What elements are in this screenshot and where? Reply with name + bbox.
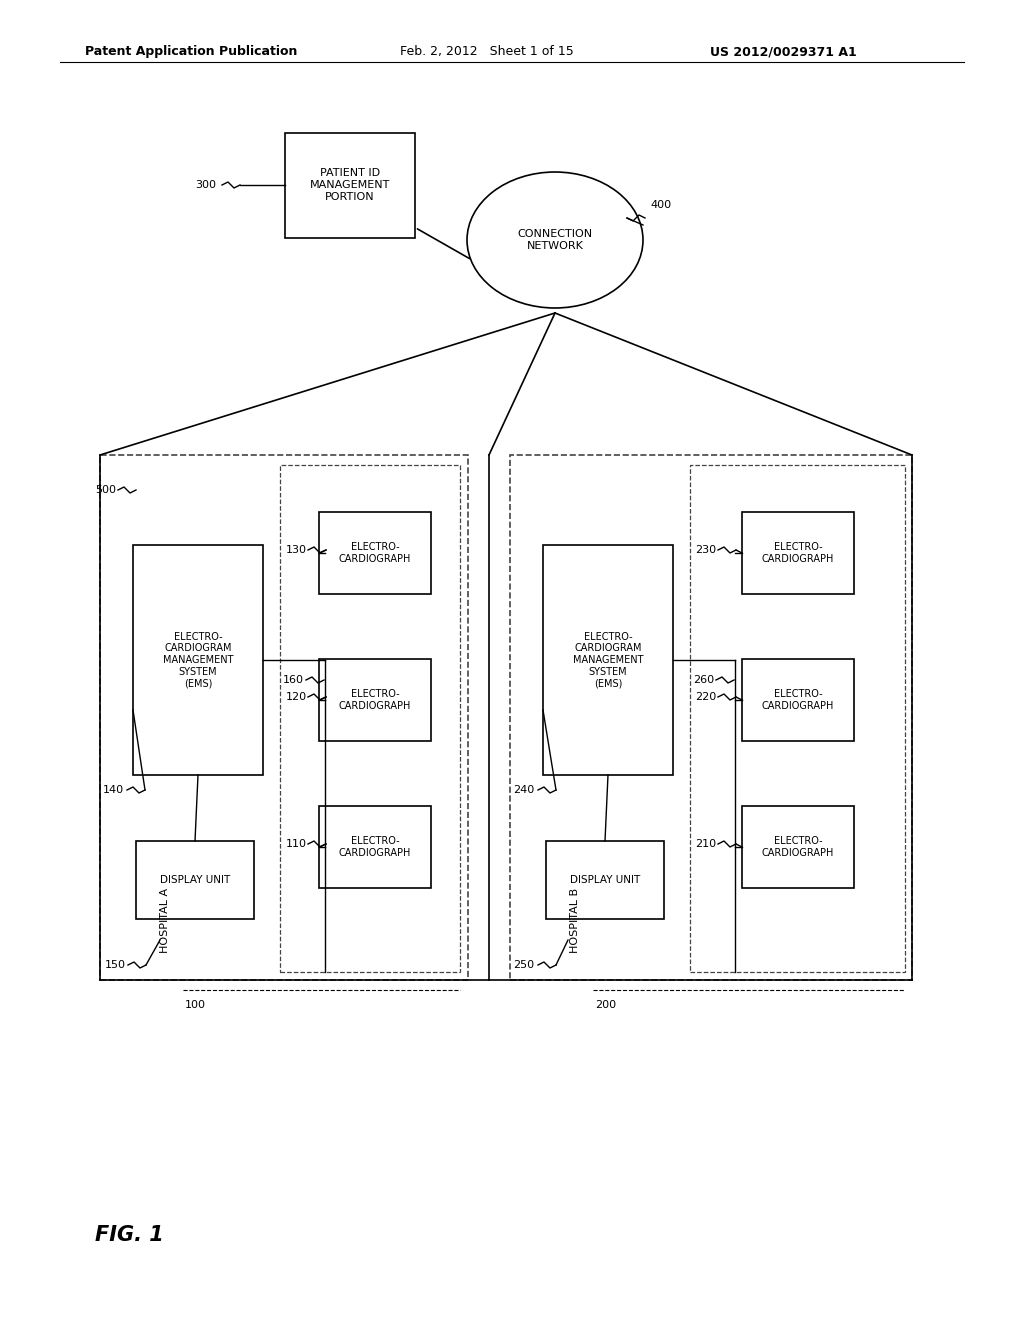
Text: ELECTRO-
CARDIOGRAM
MANAGEMENT
SYSTEM
(EMS): ELECTRO- CARDIOGRAM MANAGEMENT SYSTEM (E…	[163, 632, 233, 688]
Text: 300: 300	[195, 180, 216, 190]
Text: ELECTRO-
CARDIOGRAM
MANAGEMENT
SYSTEM
(EMS): ELECTRO- CARDIOGRAM MANAGEMENT SYSTEM (E…	[572, 632, 643, 688]
Bar	[319, 659, 431, 741]
Text: 140: 140	[103, 785, 124, 795]
Text: ELECTRO-
CARDIOGRAPH: ELECTRO- CARDIOGRAPH	[339, 689, 412, 710]
Text: PATIENT ID
MANAGEMENT
PORTION: PATIENT ID MANAGEMENT PORTION	[310, 169, 390, 202]
Bar	[742, 807, 854, 888]
Text: 260: 260	[693, 675, 714, 685]
Text: 150: 150	[105, 960, 126, 970]
Bar	[280, 465, 460, 972]
Text: 240: 240	[513, 785, 535, 795]
Text: 100: 100	[185, 1001, 206, 1010]
Text: CONNECTION
NETWORK: CONNECTION NETWORK	[517, 230, 593, 251]
Text: 200: 200	[595, 1001, 616, 1010]
Text: Patent Application Publication: Patent Application Publication	[85, 45, 297, 58]
Ellipse shape	[467, 172, 643, 308]
Bar	[742, 512, 854, 594]
Text: 110: 110	[286, 840, 307, 849]
Bar	[100, 455, 468, 979]
Text: Feb. 2, 2012   Sheet 1 of 15: Feb. 2, 2012 Sheet 1 of 15	[400, 45, 573, 58]
Bar	[742, 659, 854, 741]
Bar	[546, 841, 664, 919]
Text: ELECTRO-
CARDIOGRAPH: ELECTRO- CARDIOGRAPH	[762, 689, 835, 710]
Text: HOSPITAL A: HOSPITAL A	[160, 887, 170, 953]
Text: 220: 220	[695, 692, 716, 702]
Text: ELECTRO-
CARDIOGRAPH: ELECTRO- CARDIOGRAPH	[762, 543, 835, 564]
Bar	[285, 132, 415, 238]
Text: ELECTRO-
CARDIOGRAPH: ELECTRO- CARDIOGRAPH	[339, 543, 412, 564]
Bar	[510, 455, 912, 979]
Text: 400: 400	[650, 201, 671, 210]
Text: DISPLAY UNIT: DISPLAY UNIT	[160, 875, 230, 884]
Text: DISPLAY UNIT: DISPLAY UNIT	[570, 875, 640, 884]
Text: 500: 500	[95, 484, 116, 495]
Text: 230: 230	[695, 545, 716, 554]
Text: US 2012/0029371 A1: US 2012/0029371 A1	[710, 45, 857, 58]
Text: 250: 250	[513, 960, 535, 970]
Text: HOSPITAL B: HOSPITAL B	[570, 887, 580, 953]
Text: ELECTRO-
CARDIOGRAPH: ELECTRO- CARDIOGRAPH	[762, 836, 835, 858]
Text: 130: 130	[286, 545, 307, 554]
Bar	[136, 841, 254, 919]
Text: 120: 120	[286, 692, 307, 702]
Text: 160: 160	[283, 675, 304, 685]
Bar	[543, 545, 673, 775]
Bar	[319, 807, 431, 888]
Bar	[690, 465, 905, 972]
Text: FIG. 1: FIG. 1	[95, 1225, 164, 1245]
Text: ELECTRO-
CARDIOGRAPH: ELECTRO- CARDIOGRAPH	[339, 836, 412, 858]
Bar	[133, 545, 263, 775]
Text: 210: 210	[695, 840, 716, 849]
Bar	[319, 512, 431, 594]
